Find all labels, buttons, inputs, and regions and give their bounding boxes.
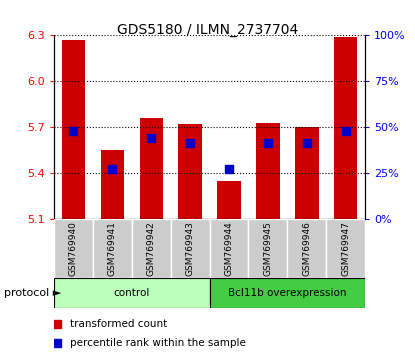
Point [259, 266, 266, 271]
Text: GSM769942: GSM769942 [147, 221, 156, 276]
Bar [326, 219, 365, 278]
Point [259, 88, 266, 94]
Text: GDS5180 / ILMN_2737704: GDS5180 / ILMN_2737704 [117, 23, 298, 37]
Point [148, 135, 154, 141]
Point [226, 166, 232, 172]
Bar [139, 118, 163, 219]
Text: control: control [114, 288, 150, 298]
Bar [256, 123, 280, 219]
Bar [54, 278, 210, 308]
Text: GSM769946: GSM769946 [303, 221, 311, 276]
Text: protocol ►: protocol ► [4, 288, 61, 298]
Bar [217, 181, 241, 219]
Text: GSM769943: GSM769943 [186, 221, 195, 276]
Bar [210, 219, 249, 278]
Bar [132, 219, 171, 278]
Text: GSM769947: GSM769947 [341, 221, 350, 276]
Bar [62, 40, 85, 219]
Bar [93, 219, 132, 278]
Point [187, 140, 193, 145]
Bar [178, 124, 202, 219]
Text: Bcl11b overexpression: Bcl11b overexpression [228, 288, 347, 298]
Text: transformed count: transformed count [70, 319, 167, 329]
Bar [210, 278, 365, 308]
Text: GSM769945: GSM769945 [264, 221, 272, 276]
Text: GSM769940: GSM769940 [69, 221, 78, 276]
Bar [101, 150, 124, 219]
Bar [249, 219, 287, 278]
Bar [287, 219, 326, 278]
Point [342, 128, 349, 133]
Point [265, 140, 271, 145]
Bar [171, 219, 210, 278]
Bar [54, 219, 93, 278]
Bar [334, 37, 357, 219]
Bar [295, 127, 319, 219]
Text: GSM769941: GSM769941 [108, 221, 117, 276]
Text: percentile rank within the sample: percentile rank within the sample [70, 338, 246, 348]
Text: GSM769944: GSM769944 [225, 221, 234, 276]
Point [109, 166, 116, 172]
Point [303, 140, 310, 145]
Point [70, 128, 77, 133]
